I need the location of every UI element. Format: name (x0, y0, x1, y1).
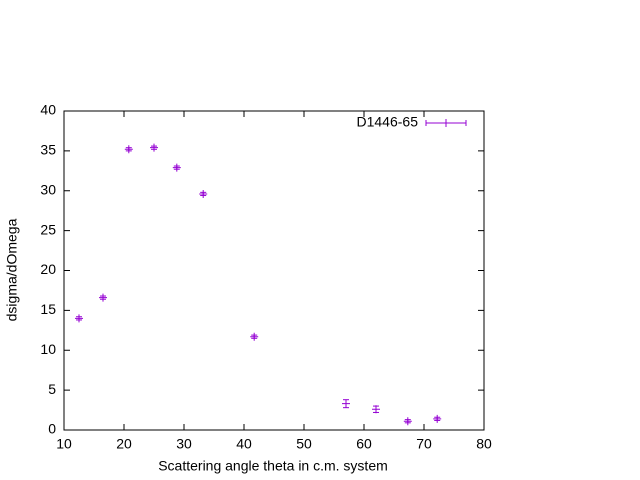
point (433, 414, 442, 423)
y-tick-label: 5 (48, 381, 56, 397)
x-tick-label: 50 (296, 436, 312, 452)
x-tick-label: 60 (356, 436, 372, 452)
x-tick-label: 80 (476, 436, 492, 452)
x-tick-label: 40 (236, 436, 252, 452)
y-tick-label: 25 (40, 221, 56, 237)
point (150, 143, 158, 152)
y-tick-label: 20 (40, 261, 56, 277)
y-axis-label: dsigma/dOmega (4, 218, 20, 321)
point (403, 417, 412, 426)
point (75, 314, 83, 323)
x-tick-label: 70 (416, 436, 432, 452)
x-tick-label: 30 (176, 436, 192, 452)
point (372, 405, 380, 414)
x-tick-label: 10 (56, 436, 72, 452)
point (172, 163, 181, 172)
y-tick-label: 40 (40, 102, 56, 118)
point (99, 293, 107, 302)
point (250, 332, 259, 341)
x-axis-label: Scattering angle theta in c.m. system (158, 458, 388, 474)
y-tick-label: 35 (40, 142, 56, 158)
y-tick-label: 10 (40, 341, 56, 357)
point (342, 399, 350, 408)
y-tick-label: 30 (40, 181, 56, 197)
x-tick-label: 20 (116, 436, 132, 452)
legend-label: D1446-65 (357, 114, 419, 130)
plot-frame (63, 110, 485, 431)
point (124, 145, 133, 154)
point (199, 189, 208, 198)
legend-symbol (425, 119, 467, 127)
y-tick-label: 0 (48, 421, 56, 437)
y-tick-label: 15 (40, 301, 56, 317)
